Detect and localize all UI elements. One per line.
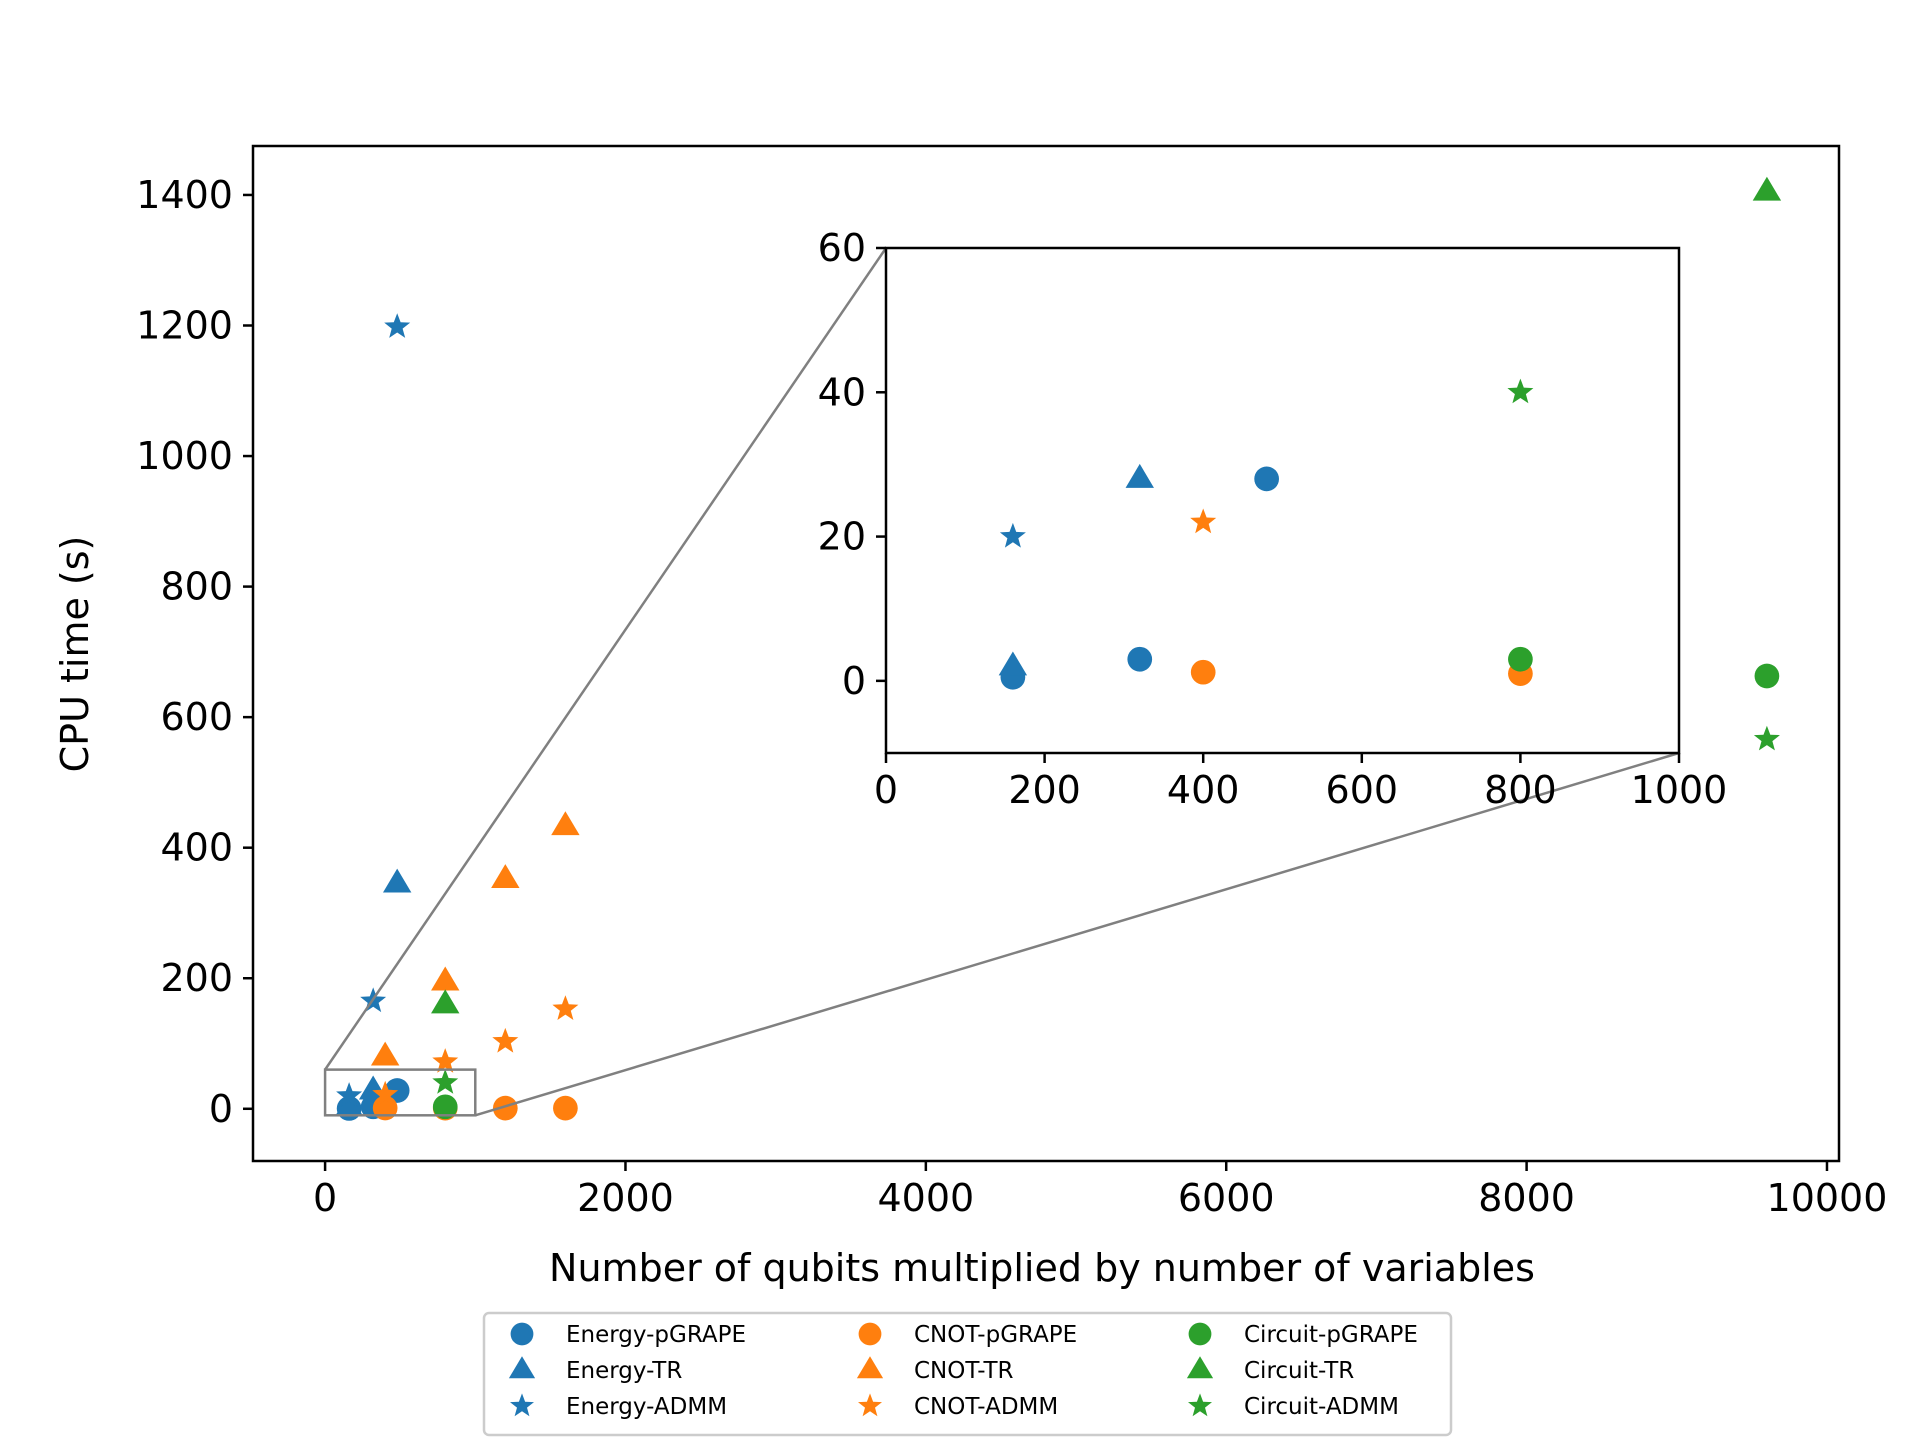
inset-data-marks — [998, 378, 1534, 690]
legend-marker-cnot-tr — [856, 1356, 884, 1379]
legend-label-cnot-tr: CNOT-TR — [914, 1358, 1014, 1384]
legend-marker-circuit-tr — [1186, 1356, 1214, 1379]
inset-x-ticks: 0 200 400 600 800 1000 — [874, 753, 1727, 812]
legend-label-circuit-pgrape: Circuit-pGRAPE — [1244, 1322, 1418, 1348]
inset-point-cnot-pgrape — [1190, 659, 1216, 685]
point-circuit-tr — [431, 989, 460, 1014]
legend-label-circuit-tr: Circuit-TR — [1244, 1358, 1354, 1384]
inset-y-tick-label: 40 — [818, 370, 866, 414]
main-axes-frame — [251, 144, 1841, 1163]
inset-y-tick-label: 20 — [818, 515, 866, 559]
y-tick-label: 400 — [160, 826, 233, 870]
legend-marker-cnot-admm — [858, 1393, 882, 1417]
inset-point-energy-admm — [999, 522, 1026, 548]
legend-marker-energy-pgrape — [510, 1322, 534, 1346]
point-energy-tr — [382, 868, 412, 893]
inset-x-tick-label: 800 — [1484, 768, 1557, 812]
main-x-ticks: 0 2000 4000 6000 8000 10000 — [313, 1161, 1887, 1220]
point-circuit-admm — [1753, 725, 1780, 751]
legend-label-cnot-admm: CNOT-ADMM — [914, 1394, 1058, 1420]
point-circuit-admm — [432, 1069, 459, 1094]
point-energy-admm — [384, 313, 411, 338]
inset-x-tick-label: 600 — [1326, 768, 1399, 812]
inset-plot-area: 0 200 400 600 800 1000 0 20 40 60 — [818, 226, 1728, 812]
zoom-rectangle — [323, 1068, 477, 1117]
y-tick-label: 800 — [160, 565, 233, 609]
legend-label-energy-admm: Energy-ADMM — [566, 1394, 727, 1420]
legend: Energy-pGRAPE Energy-TR Energy-ADMM CNOT-pG… — [482, 1311, 1453, 1437]
legend-label-energy-pgrape: Energy-pGRAPE — [566, 1322, 746, 1348]
inset-point-cnot-admm — [1190, 508, 1217, 534]
y-axis-label: CPU time (s) — [53, 536, 97, 773]
point-cnot-admm — [552, 995, 579, 1020]
zoom-connector-bottom — [474, 751, 1680, 1117]
x-axis-label: Number of qubits multiplied by number of… — [549, 1246, 1535, 1290]
inset-y-tick-label: 0 — [842, 659, 866, 703]
inset-y-tick-label: 60 — [818, 226, 866, 270]
y-tick-label: 1200 — [136, 304, 233, 348]
inset-point-energy-pgrape — [1127, 646, 1153, 672]
point-cnot-pgrape — [492, 1095, 518, 1121]
inset-x-tick-label: 1000 — [1631, 768, 1728, 812]
legend-entries: Energy-pGRAPE Energy-TR Energy-ADMM CNOT-pG… — [508, 1322, 1418, 1420]
legend-label-cnot-pgrape: CNOT-pGRAPE — [914, 1322, 1077, 1348]
inset-y-ticks: 0 20 40 60 — [818, 226, 886, 703]
zoom-connector-top — [324, 247, 888, 1071]
point-energy-tr — [334, 1092, 364, 1117]
y-tick-label: 1000 — [136, 434, 233, 478]
point-cnot-tr — [370, 1041, 400, 1066]
point-cnot-tr — [551, 811, 580, 836]
inset-x-tick-label: 0 — [874, 768, 898, 812]
legend-label-energy-tr: Energy-TR — [566, 1358, 682, 1384]
legend-marker-cnot-pgrape — [858, 1322, 882, 1346]
x-tick-label: 2000 — [577, 1176, 674, 1220]
y-tick-label: 0 — [209, 1087, 233, 1131]
inset-point-energy-tr — [1125, 463, 1154, 488]
legend-marker-circuit-admm — [1188, 1393, 1212, 1417]
x-tick-label: 10000 — [1767, 1176, 1888, 1220]
legend-label-circuit-admm: Circuit-ADMM — [1244, 1394, 1399, 1420]
inset-x-tick-label: 400 — [1167, 768, 1240, 812]
legend-marker-circuit-pgrape — [1188, 1322, 1212, 1346]
point-cnot-admm — [492, 1027, 519, 1053]
x-tick-label: 4000 — [877, 1176, 974, 1220]
inset-point-energy-pgrape — [1254, 466, 1279, 492]
y-tick-label: 600 — [160, 695, 233, 739]
point-cnot-admm — [372, 1080, 399, 1106]
inset-x-tick-label: 200 — [1008, 768, 1081, 812]
inset-point-energy-tr — [998, 651, 1028, 676]
legend-marker-energy-tr — [508, 1356, 536, 1379]
x-tick-label: 0 — [313, 1176, 337, 1220]
point-cnot-tr — [491, 864, 520, 888]
point-circuit-pgrape — [432, 1094, 458, 1120]
y-tick-label: 200 — [160, 956, 233, 1000]
legend-box — [482, 1311, 1453, 1437]
zoom-indicator — [323, 247, 1680, 1117]
main-y-ticks: 0 200 400 600 800 1000 1200 1400 — [136, 173, 253, 1131]
x-tick-label: 6000 — [1178, 1176, 1275, 1220]
point-cnot-tr — [431, 966, 460, 991]
main-plot-area: 0 2000 4000 6000 8000 10000 02004006008001000… — [136, 144, 1887, 1220]
point-circuit-pgrape — [1754, 663, 1780, 689]
point-energy-admm — [336, 1082, 363, 1107]
inset-point-circuit-admm — [1507, 378, 1534, 404]
inset-point-circuit-pgrape — [1508, 646, 1533, 672]
point-cnot-pgrape — [553, 1095, 578, 1121]
x-tick-label: 8000 — [1478, 1176, 1575, 1220]
y-tick-label: 1400 — [136, 173, 233, 217]
point-circuit-tr — [1752, 176, 1782, 201]
legend-marker-energy-admm — [510, 1393, 534, 1417]
point-cnot-admm — [432, 1048, 459, 1073]
